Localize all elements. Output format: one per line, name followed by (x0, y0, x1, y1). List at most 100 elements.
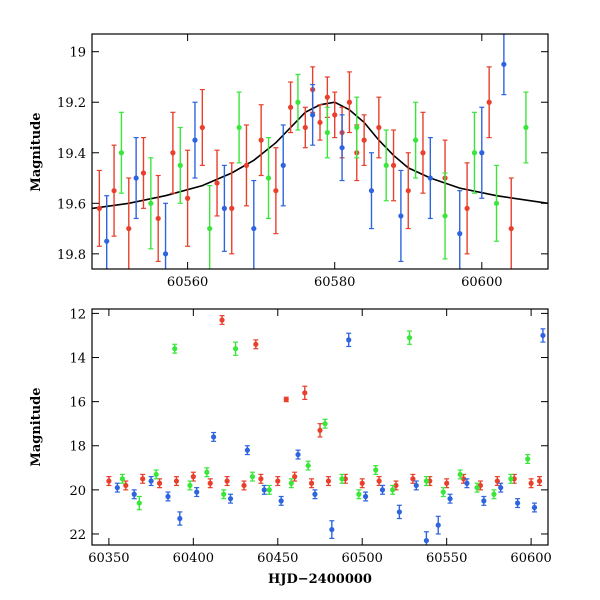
top-ytick-label: 19.8 (57, 248, 86, 263)
bottom-data-point (283, 396, 289, 403)
top-data-point (479, 150, 485, 156)
bottom-data-point (363, 493, 369, 500)
top-ytick-label: 19.2 (57, 96, 86, 111)
top-data-point (501, 61, 507, 67)
bottom-ytick-label: 14 (69, 352, 86, 367)
bottom-data-point (396, 509, 402, 515)
top-data-point (155, 215, 161, 222)
bottom-data-point (173, 478, 180, 484)
top-data-point (118, 150, 125, 156)
top-data-point (273, 188, 279, 194)
bottom-data-point (373, 467, 379, 473)
bottom-data-point (140, 476, 146, 482)
top-ytick-label: 19.4 (57, 147, 86, 162)
top-data-point (310, 112, 316, 118)
top-data-point (280, 162, 286, 168)
top-data-point (243, 162, 250, 168)
bottom-data-point (241, 482, 247, 489)
top-data-point (207, 225, 213, 232)
bottom-data-point (406, 335, 413, 341)
bottom-data-point (413, 482, 419, 489)
bottom-data-point (498, 485, 504, 491)
top-data-point (324, 129, 330, 136)
top-data-point (214, 180, 220, 186)
top-data-point (405, 188, 411, 194)
top-data-point (236, 124, 242, 131)
bottom-data-point (447, 496, 453, 502)
bottom-data-point (187, 482, 193, 489)
bottom-data-point (536, 478, 543, 484)
top-data-point (317, 119, 323, 126)
bottom-xtick-label: 60600 (510, 551, 551, 566)
bottom-data-point (165, 493, 171, 500)
bottom-data-point (114, 485, 120, 491)
bottom-data-point (261, 487, 267, 493)
top-panel: 60560 60580 60600 19 19.2 19.4 19.6 19.8 Magnit… (29, 33, 549, 290)
top-data-point (442, 213, 448, 219)
bottom-data-point (292, 474, 298, 480)
bottom-data-point (322, 421, 328, 427)
bottom-data-point (258, 476, 264, 482)
top-data-point (295, 99, 301, 105)
top-data-point (361, 137, 367, 143)
bottom-xtick-label: 60350 (88, 551, 129, 566)
top-xtick-label: 60560 (167, 275, 208, 290)
bottom-xtick-label: 60400 (173, 551, 214, 566)
bottom-data-point (204, 469, 210, 475)
top-data-point (457, 231, 463, 237)
bottom-plot-frame (91, 308, 549, 546)
bottom-data-point (376, 478, 382, 484)
bottom-data-point (474, 485, 480, 491)
bottom-data-point (172, 346, 178, 352)
bottom-data-point (491, 491, 497, 497)
top-data-point (111, 188, 117, 194)
top-data-point (324, 94, 330, 100)
bottom-data-point (410, 476, 416, 482)
bottom-data-point (460, 476, 467, 482)
bottom-data-point (346, 337, 352, 343)
bottom-data-point (275, 478, 281, 484)
bottom-data-point (123, 482, 129, 489)
top-data-point (354, 124, 360, 131)
bottom-data-point (177, 515, 183, 522)
bottom-data-point (136, 500, 142, 506)
top-ytick-label: 19.6 (57, 197, 86, 212)
bottom-data-point (302, 390, 308, 396)
top-data-point (420, 150, 426, 156)
bottom-data-point (278, 498, 284, 504)
bottom-data-point (288, 480, 294, 486)
top-data-point (229, 205, 235, 211)
bottom-xlabel: HJD−2400000 (268, 572, 372, 587)
top-data-point (170, 150, 176, 156)
bottom-data-point (317, 427, 323, 433)
bottom-data-point (481, 498, 487, 504)
bottom-data-point (106, 478, 112, 484)
top-data-point (383, 162, 389, 168)
bottom-data-point (194, 489, 200, 495)
bottom-data-point (440, 489, 446, 495)
top-data-point (148, 200, 154, 206)
bottom-data-point (444, 480, 450, 486)
top-data-point (332, 112, 338, 118)
top-data-point (376, 124, 382, 131)
top-data-point (464, 205, 470, 211)
bottom-data-point (221, 491, 227, 497)
bottom-data-point (227, 496, 234, 502)
top-data-point (471, 150, 478, 156)
bottom-data-point (232, 346, 239, 352)
bottom-ytick-label: 20 (69, 484, 86, 499)
top-data-point (199, 124, 205, 131)
bottom-xtick-label: 60500 (342, 551, 383, 566)
bottom-data-point (356, 491, 362, 497)
bottom-data-point (325, 478, 332, 484)
top-data-point (133, 175, 139, 181)
top-data-point (162, 251, 169, 257)
bottom-data-point (525, 456, 531, 462)
bottom-data-point (148, 478, 154, 484)
bottom-data-point (515, 500, 521, 506)
bottom-data-point (339, 476, 345, 482)
top-data-point (508, 225, 514, 232)
top-data-point (368, 188, 375, 194)
bottom-data-point (131, 491, 137, 497)
